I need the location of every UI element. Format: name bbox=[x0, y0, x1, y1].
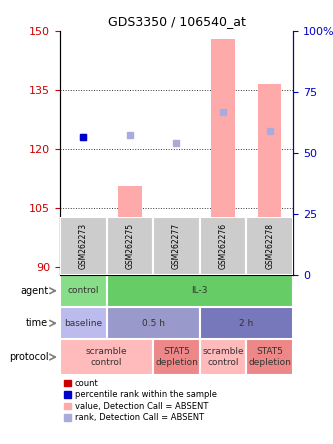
Text: GSM262277: GSM262277 bbox=[172, 222, 181, 269]
FancyBboxPatch shape bbox=[107, 307, 200, 340]
Text: IL-3: IL-3 bbox=[191, 286, 208, 295]
Title: GDS3350 / 106540_at: GDS3350 / 106540_at bbox=[108, 16, 245, 28]
Text: protocol: protocol bbox=[9, 352, 48, 362]
Text: 2 h: 2 h bbox=[239, 319, 253, 328]
Text: GSM262273: GSM262273 bbox=[79, 222, 88, 269]
Text: scramble
control: scramble control bbox=[86, 347, 127, 367]
Text: GSM262275: GSM262275 bbox=[125, 222, 135, 269]
Bar bbox=[211, 39, 235, 274]
FancyBboxPatch shape bbox=[107, 274, 293, 307]
FancyBboxPatch shape bbox=[60, 340, 153, 375]
Text: GSM262278: GSM262278 bbox=[265, 223, 274, 269]
Text: 0.5 h: 0.5 h bbox=[142, 319, 165, 328]
Text: STAT5
depletion: STAT5 depletion bbox=[248, 347, 291, 367]
Text: time: time bbox=[26, 318, 48, 328]
FancyBboxPatch shape bbox=[153, 340, 200, 375]
Text: control: control bbox=[68, 286, 99, 295]
FancyBboxPatch shape bbox=[246, 340, 293, 375]
Bar bbox=[118, 186, 142, 274]
FancyBboxPatch shape bbox=[200, 307, 293, 340]
Bar bbox=[258, 84, 281, 274]
Text: baseline: baseline bbox=[64, 319, 102, 328]
FancyBboxPatch shape bbox=[60, 307, 107, 340]
Text: scramble
control: scramble control bbox=[202, 347, 244, 367]
FancyBboxPatch shape bbox=[246, 217, 293, 274]
FancyBboxPatch shape bbox=[60, 217, 107, 274]
FancyBboxPatch shape bbox=[153, 217, 200, 274]
Legend: count, percentile rank within the sample, value, Detection Call = ABSENT, rank, : count, percentile rank within the sample… bbox=[64, 379, 217, 422]
Bar bbox=[165, 226, 188, 274]
Text: agent: agent bbox=[20, 286, 48, 296]
FancyBboxPatch shape bbox=[60, 274, 107, 307]
Text: GSM262276: GSM262276 bbox=[218, 222, 228, 269]
Text: STAT5
depletion: STAT5 depletion bbox=[155, 347, 198, 367]
FancyBboxPatch shape bbox=[200, 340, 246, 375]
FancyBboxPatch shape bbox=[200, 217, 246, 274]
FancyBboxPatch shape bbox=[107, 217, 153, 274]
Bar bbox=[72, 222, 95, 274]
